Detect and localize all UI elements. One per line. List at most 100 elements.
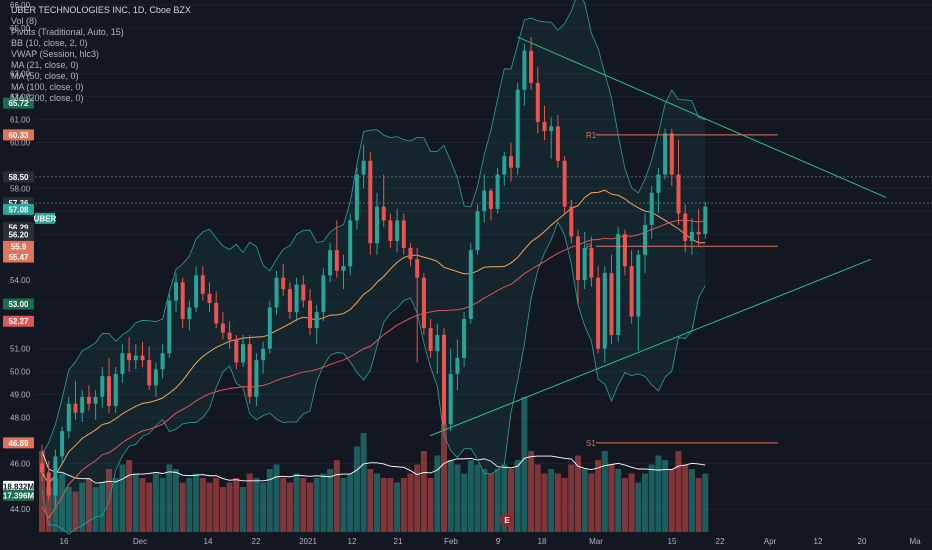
candle-body — [643, 224, 647, 255]
candle — [643, 213, 647, 274]
pivot-label-s1: S1 — [586, 439, 596, 448]
candle-body — [535, 82, 540, 122]
candle — [140, 341, 145, 368]
candle — [53, 449, 58, 507]
volume-bar — [320, 473, 327, 532]
y-tick-label: 50.00 — [10, 368, 31, 377]
volume-bar — [581, 469, 588, 532]
candle — [227, 321, 232, 349]
candle-body — [388, 220, 393, 242]
candle-body — [515, 89, 520, 168]
candle-body — [609, 273, 614, 335]
candle-body — [46, 472, 51, 496]
candle — [73, 380, 78, 420]
candle-body — [348, 220, 353, 267]
candle — [187, 300, 192, 331]
volume-bar — [387, 478, 394, 532]
candle — [153, 362, 158, 397]
volume-bar — [286, 482, 293, 532]
price-tag-bg — [3, 229, 34, 241]
candle-body — [328, 250, 333, 276]
price-tag-bg — [3, 97, 34, 109]
candle — [341, 254, 346, 290]
price-tag-bg — [3, 437, 34, 449]
candle-body — [127, 353, 132, 361]
volume-bar — [226, 482, 233, 532]
candle-body — [314, 312, 319, 329]
price-tag-label: 55.9 — [11, 242, 27, 251]
price-tag-bg — [3, 315, 34, 327]
candle — [622, 229, 627, 276]
indicator-vol[interactable]: Vol (8) — [11, 16, 38, 26]
volume-bar — [648, 464, 655, 532]
candle-body — [194, 275, 199, 308]
candle-body — [629, 266, 634, 317]
price-tag: 17.396M — [3, 489, 34, 501]
price-tag-label: 57.36 — [8, 199, 29, 208]
candle — [361, 144, 366, 189]
price-tag-bg — [3, 489, 34, 501]
candle — [60, 426, 65, 464]
time-axis[interactable]: 16 Dec 14 22 2021 12 21 Feb 9 18 Mar 15 22 Apr 12 20 Ma — [60, 537, 922, 546]
candle-body — [455, 357, 460, 374]
y-tick-label: 65.00 — [10, 24, 31, 33]
pivot-label-r1: R1 — [586, 131, 597, 140]
candle — [375, 192, 379, 255]
volume-bar — [206, 482, 213, 532]
x-tick-label: 2021 — [299, 537, 317, 546]
indicator-ma200[interactable]: MA (200, close, 0) — [11, 93, 84, 103]
candle — [488, 188, 493, 221]
candle — [308, 289, 312, 335]
candle-body — [395, 220, 400, 242]
candle-body — [656, 174, 661, 193]
volume-bar — [702, 473, 709, 532]
volume-bar — [434, 455, 441, 532]
candle-body — [421, 277, 426, 329]
candle-body — [53, 456, 58, 496]
indicator-pivots[interactable]: Pivots (Traditional, Auto, 15) — [11, 27, 124, 37]
candle — [596, 266, 601, 354]
candle — [80, 389, 85, 423]
candle-body — [80, 396, 85, 413]
volume-bar — [414, 464, 421, 532]
candle-body — [435, 334, 440, 351]
price-tag-label: 52.27 — [8, 317, 29, 326]
price-tag-label: 17.396M — [3, 491, 34, 500]
candle — [368, 151, 373, 255]
volume-bar — [575, 455, 581, 532]
candle — [334, 220, 339, 278]
volume-bar — [454, 464, 461, 532]
volume-bar — [420, 451, 427, 532]
candle-body — [602, 273, 607, 349]
indicator-bb[interactable]: BB (10, close, 2, 0) — [11, 38, 88, 48]
volume-bar — [548, 469, 555, 532]
price-tag: 52.27 — [3, 315, 34, 327]
volume-bar — [353, 446, 360, 532]
candle — [107, 357, 111, 413]
candle — [241, 334, 245, 368]
volume-bars — [39, 397, 709, 532]
volume-bar — [307, 482, 313, 532]
candle-body — [341, 266, 346, 271]
indicator-vwap[interactable]: VWAP (Session, hlc3) — [11, 49, 100, 59]
indicator-ma100[interactable]: MA (100, close, 0) — [11, 82, 84, 92]
indicator-ma21[interactable]: MA (21, close, 0) — [11, 60, 79, 70]
candle — [180, 277, 185, 329]
candle — [40, 444, 44, 482]
volume-bar — [280, 478, 287, 532]
candle — [475, 204, 480, 255]
volume-bar — [695, 478, 702, 532]
candle-body — [294, 284, 299, 313]
volume-bar — [159, 478, 166, 532]
candle-body — [555, 126, 560, 161]
price-tag-label: 65.72 — [8, 99, 29, 108]
price-tag-label: 56.29 — [8, 223, 29, 232]
indicator-ma50[interactable]: MA (50, close, 0) — [11, 71, 79, 81]
x-tick-label: 21 — [394, 537, 403, 546]
price-tag: 56.20 — [3, 229, 34, 241]
symbol-title[interactable]: UBER TECHNOLOGIES INC, 1D, Cboe BZX — [11, 5, 191, 15]
price-tag: 60.33 — [3, 129, 34, 141]
volume-bar — [441, 424, 447, 532]
volume-bar — [146, 482, 153, 532]
